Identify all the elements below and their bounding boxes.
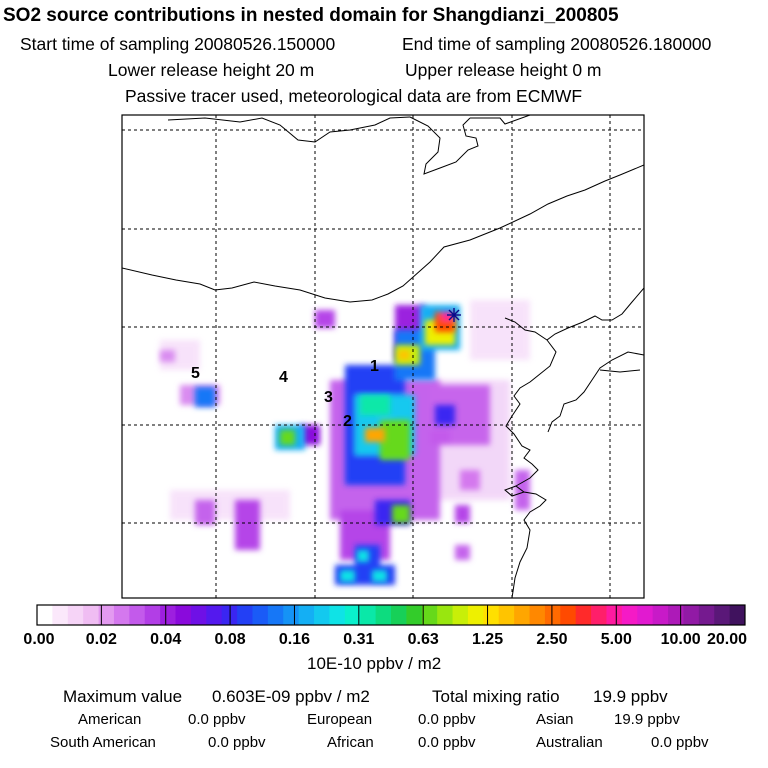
contribution-value-african: 0.0 ppbv xyxy=(418,734,476,751)
color-scale-units: 10E-10 ppbv / m2 xyxy=(307,654,442,673)
contribution-value-south-american: 0.0 ppbv xyxy=(208,734,266,751)
contribution-value-asian: 19.9 ppbv xyxy=(614,711,680,728)
tracer-info-label: Passive tracer used, meteorological data… xyxy=(125,86,583,106)
site-label-1: 1 xyxy=(370,358,379,375)
color-scale-swatch xyxy=(267,605,284,625)
color-scale-swatch xyxy=(37,605,53,625)
site-label-2: 2 xyxy=(343,413,352,430)
color-scale-tick-label: 5.00 xyxy=(600,631,632,648)
color-scale-swatch xyxy=(668,605,684,625)
color-scale-swatch xyxy=(421,605,438,625)
color-scale-swatch xyxy=(113,605,130,625)
color-scale-tick-label: 2.50 xyxy=(536,631,568,648)
color-scale-swatch xyxy=(237,605,253,625)
color-scale-tick-label: 20.00 xyxy=(706,631,748,648)
site-label-5: 5 xyxy=(191,365,200,382)
contribution-name-african: African xyxy=(327,734,374,751)
color-scale-swatch xyxy=(298,605,315,625)
color-scale-swatch xyxy=(729,605,746,625)
color-scale-swatch xyxy=(283,605,300,625)
color-scale-tick-label: 0.63 xyxy=(407,631,439,648)
site-label-4: 4 xyxy=(279,369,288,386)
lat-lon-grid xyxy=(122,115,644,598)
color-scale-swatch xyxy=(52,605,69,625)
color-scale-swatch xyxy=(190,605,207,625)
color-scale-swatch xyxy=(175,605,192,625)
color-scale-swatch xyxy=(329,605,346,625)
color-scale-swatch xyxy=(360,605,377,625)
color-scale-swatch xyxy=(437,605,454,625)
color-scale-swatch xyxy=(714,605,731,625)
color-scale-swatch xyxy=(129,605,146,625)
color-scale-swatch xyxy=(391,605,407,625)
site-label-3: 3 xyxy=(324,389,333,406)
color-scale-tick-label: 0.00 xyxy=(23,631,55,648)
color-scale-swatch xyxy=(206,605,223,625)
color-scale-tick-label: 0.31 xyxy=(343,631,375,648)
receptor-star-marker xyxy=(447,308,461,322)
color-scale-tick-label: 0.16 xyxy=(278,631,311,648)
color-scale-tick-label: 10.00 xyxy=(660,631,701,648)
concentration-field xyxy=(160,300,530,585)
color-scale-swatch xyxy=(514,605,531,625)
total-mixing-ratio-value: 19.9 ppbv xyxy=(593,687,668,706)
color-scale-swatch xyxy=(637,605,654,625)
color-scale-swatch xyxy=(529,605,546,625)
color-scale-swatch xyxy=(83,605,100,625)
map-title: SO2 source contributions in nested domai… xyxy=(3,5,619,26)
contribution-value-american: 0.0 ppbv xyxy=(188,711,246,728)
map-frame xyxy=(121,114,645,599)
color-scale-swatch xyxy=(344,605,361,625)
contribution-name-australian: Australian xyxy=(536,734,603,751)
color-scale-swatch xyxy=(483,605,500,625)
lower-release-height-label: Lower release height 20 m xyxy=(108,60,315,80)
color-scale-swatch xyxy=(606,605,623,625)
max-value-label: Maximum value xyxy=(63,687,183,706)
contribution-name-south-american: South American xyxy=(50,734,156,751)
color-scale-swatch xyxy=(160,605,177,625)
contribution-name-asian: Asian xyxy=(536,711,574,728)
color-scale-tick-label: 1.25 xyxy=(471,631,504,648)
color-scale-swatch xyxy=(621,605,638,625)
color-scale-swatch xyxy=(683,605,700,625)
upper-release-height-label: Upper release height 0 m xyxy=(405,60,602,80)
start-time-label: Start time of sampling 20080526.150000 xyxy=(20,34,336,54)
color-scale-swatch xyxy=(252,605,269,625)
contribution-name-american: American xyxy=(78,711,142,728)
max-value: 0.603E-09 ppbv / m2 xyxy=(212,687,370,706)
color-scale-tick-label: 0.08 xyxy=(214,631,246,648)
color-scale-tick-label: 0.02 xyxy=(85,631,117,648)
color-scale-swatch xyxy=(498,605,515,625)
borders-coastline xyxy=(122,115,644,598)
color-scale-swatch xyxy=(652,605,669,625)
color-scale-bar xyxy=(37,605,746,625)
contribution-name-european: European xyxy=(307,711,373,728)
color-scale-swatch xyxy=(67,605,84,625)
contribution-value-european: 0.0 ppbv xyxy=(418,711,476,728)
color-scale-swatch xyxy=(698,605,715,625)
color-scale-swatch xyxy=(406,605,423,625)
total-mixing-ratio-label: Total mixing ratio xyxy=(432,687,560,706)
color-scale-swatch xyxy=(575,605,592,625)
color-scale-swatch xyxy=(544,605,561,625)
color-scale-swatch xyxy=(452,605,469,625)
end-time-label: End time of sampling 20080526.180000 xyxy=(402,34,712,54)
contribution-value-australian: 0.0 ppbv xyxy=(651,734,709,751)
color-scale-swatch xyxy=(144,605,161,625)
color-scale-swatch xyxy=(467,605,484,625)
color-scale-swatch xyxy=(98,605,115,625)
color-scale-swatch xyxy=(560,605,577,625)
color-scale-swatch xyxy=(591,605,607,625)
color-scale-tick-label: 0.04 xyxy=(150,631,182,648)
color-scale-swatch xyxy=(314,605,330,625)
color-scale-swatch xyxy=(375,605,392,625)
